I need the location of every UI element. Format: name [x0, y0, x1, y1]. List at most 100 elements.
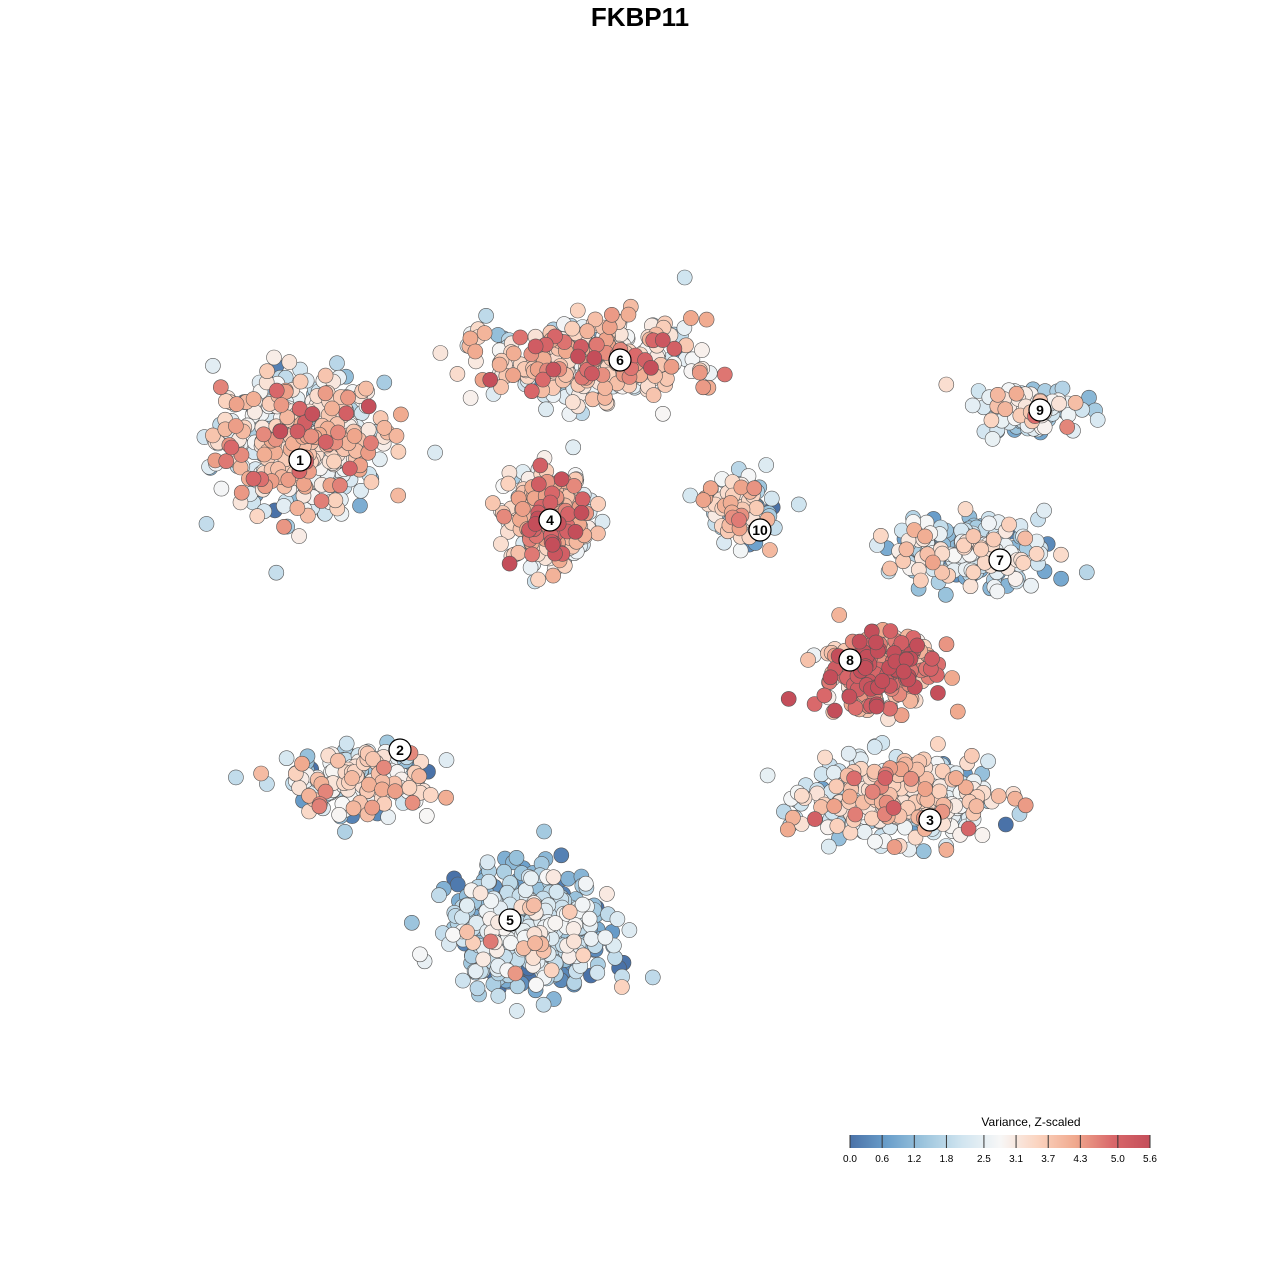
data-point: [532, 457, 549, 474]
data-point: [828, 778, 845, 795]
data-point: [255, 426, 272, 443]
cluster-label-badge: [608, 348, 632, 372]
data-point: [1079, 564, 1095, 581]
data-point: [505, 345, 522, 362]
data-point: [330, 752, 346, 769]
data-point: [245, 391, 262, 407]
data-point: [965, 564, 982, 581]
data-point: [462, 390, 479, 406]
data-point: [445, 926, 461, 943]
data-point: [313, 493, 330, 509]
cluster-label-badge: [988, 548, 1012, 572]
data-point: [376, 374, 393, 391]
data-point: [324, 400, 340, 417]
data-point: [509, 1003, 525, 1019]
legend-tick-label: 3.1: [1009, 1154, 1023, 1165]
cluster-label-5: 5: [498, 908, 522, 932]
data-point: [363, 435, 379, 451]
data-point: [956, 537, 972, 554]
data-point: [228, 769, 244, 786]
data-point: [469, 980, 486, 997]
data-point: [289, 500, 306, 516]
data-point: [253, 765, 269, 782]
data-point: [964, 397, 981, 414]
data-point: [851, 633, 868, 650]
data-point: [294, 755, 310, 772]
data-point: [614, 979, 630, 995]
data-point: [363, 474, 380, 490]
data-point: [937, 586, 954, 603]
data-point: [974, 827, 991, 843]
data-point: [462, 330, 479, 347]
data-point: [527, 338, 544, 355]
data-point: [748, 500, 765, 516]
chart-title: FKBP11: [590, 2, 690, 32]
data-point: [387, 783, 403, 800]
data-point: [868, 698, 885, 715]
data-point: [840, 745, 857, 762]
cluster-label-text: 4: [546, 512, 554, 528]
data-point: [938, 376, 955, 393]
data-point: [985, 531, 1002, 548]
data-point: [885, 800, 902, 816]
cluster-label-text: 7: [996, 552, 1004, 568]
data-point: [535, 996, 552, 1013]
data-point: [938, 841, 955, 858]
data-point: [218, 453, 234, 470]
data-point: [570, 348, 586, 365]
data-point: [401, 779, 418, 796]
data-point: [846, 770, 862, 787]
data-point: [431, 887, 447, 904]
data-point: [213, 379, 229, 396]
cluster-label-badge: [388, 738, 412, 762]
data-point: [376, 759, 392, 776]
data-point: [338, 405, 355, 422]
legend-tick-label: 4.3: [1073, 1154, 1087, 1165]
data-point: [917, 781, 933, 797]
data-point: [547, 915, 564, 931]
data-point: [586, 350, 603, 366]
data-point: [329, 355, 345, 372]
data-point: [597, 929, 614, 946]
cluster-label-9: 9: [1028, 398, 1052, 422]
data-point: [841, 688, 858, 705]
data-point: [505, 367, 521, 384]
data-point: [455, 972, 471, 989]
data-point: [388, 428, 405, 444]
data-point: [358, 380, 374, 397]
data-point: [581, 910, 598, 927]
color-legend: Variance, Z-scaled 0.0 0.6 1.2 1.8 2.5 3.1 3.7…: [843, 1115, 1157, 1165]
data-point: [538, 401, 554, 418]
data-point: [476, 325, 493, 341]
data-point: [816, 687, 833, 704]
data-point: [198, 516, 215, 532]
data-point: [553, 471, 570, 488]
data-point: [304, 406, 321, 422]
cluster-labels: 1 2 3 4 5 6 7 8 9 10: [288, 348, 1052, 932]
data-point: [526, 897, 542, 914]
data-point: [872, 527, 889, 544]
data-point: [482, 933, 499, 950]
data-point: [228, 396, 245, 412]
data-point: [512, 329, 529, 346]
cluster-label-text: 1: [296, 452, 304, 468]
data-point: [432, 345, 449, 361]
data-point: [930, 736, 946, 752]
data-point: [482, 371, 499, 388]
data-point: [691, 364, 708, 381]
data-point: [590, 525, 606, 542]
data-point: [694, 342, 710, 358]
data-point: [962, 578, 979, 595]
data-point: [758, 457, 775, 473]
data-point: [544, 536, 561, 553]
data-point: [245, 470, 262, 487]
data-point: [989, 583, 1006, 600]
data-point: [303, 428, 320, 445]
data-point: [292, 373, 309, 390]
data-point: [587, 311, 604, 328]
data-point: [493, 379, 509, 395]
data-point: [501, 555, 518, 572]
data-point: [829, 818, 846, 834]
legend-title: Variance, Z-scaled: [981, 1115, 1080, 1129]
cluster-label-6: 6: [608, 348, 632, 372]
